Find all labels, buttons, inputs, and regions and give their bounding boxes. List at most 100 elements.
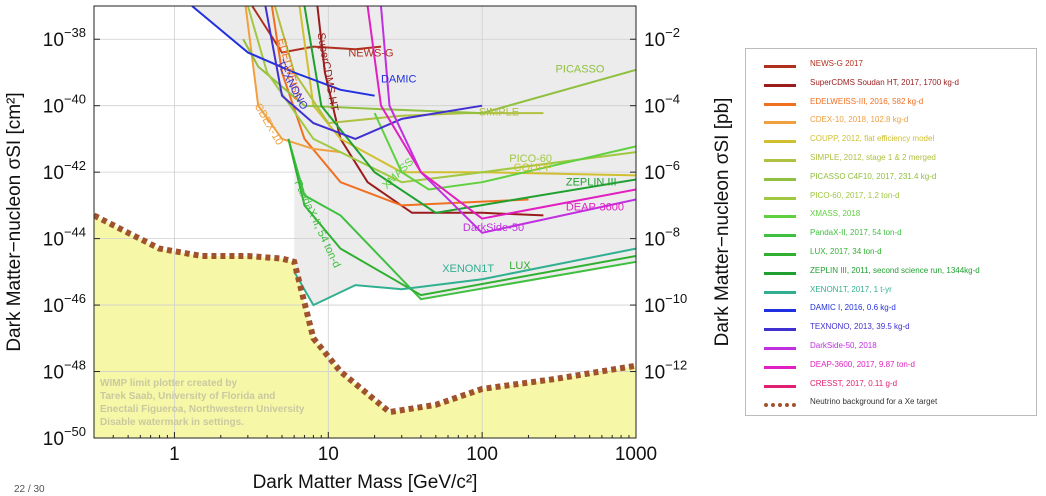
y-axis-title-left: Dark Matter−nucleon σSI [cm²] <box>4 92 25 351</box>
y-tick-label: 10−12 <box>644 358 687 384</box>
legend-label: CDEX-10, 2018, 102.8 kg-d <box>810 115 909 125</box>
series-label-16: DEAP-3600 <box>566 202 624 214</box>
legend-label: PICO-60, 2017, 1.2 ton-d <box>810 190 900 200</box>
y-tick-label: 10−50 <box>43 424 86 450</box>
legend-swatch <box>764 65 796 68</box>
series-line-9 <box>287 138 636 301</box>
legend-item: DAMIC I, 2016, 0.6 kg-d <box>746 301 1036 319</box>
legend-label: PICASSO C4F10, 2017, 231.4 kg-d <box>810 171 937 181</box>
legend-label: PandaX-II, 2017, 54 ton-d <box>810 228 902 238</box>
legend-item: DarkSide-50, 2018 <box>746 339 1036 357</box>
page-number: 22 / 30 <box>14 484 45 495</box>
watermark-line-2: Tarek Saab, University of Florida and <box>100 391 275 402</box>
y-axis-title-right: Dark Matter−nucleon σSI [pb] <box>712 98 733 347</box>
series-line-4 <box>298 6 636 177</box>
series-label-12: XENON1T <box>442 263 494 275</box>
series-line-12 <box>293 247 636 307</box>
legend-item: PICASSO C4F10, 2017, 231.4 kg-d <box>746 170 1036 188</box>
legend-label: SIMPLE, 2012, stage 1 & 2 merged <box>810 153 936 162</box>
legend: NEWS-G 2017 SuperCDMS Soudan HT, 2017, 17… <box>745 48 1037 416</box>
legend-label: EDELWEISS-III, 2016, 582 kg-d <box>810 96 924 106</box>
legend-swatch <box>764 253 796 256</box>
legend-swatch <box>764 365 796 369</box>
y-axis-left: 10−38 10−40 10−42 10−44 10−46 10−48 10−50 <box>43 25 100 450</box>
watermark: WIMP limit plotter created by Tarek Saab… <box>100 378 305 428</box>
y-axis-right: 10−2 10−4 10−6 10−8 10−10 10−12 <box>630 25 687 384</box>
legend-swatch <box>764 347 796 350</box>
y-tick-label: 10−48 <box>43 358 86 384</box>
y-tick-label: 10−2 <box>644 25 680 51</box>
legend-swatch <box>764 177 796 181</box>
legend-item: TEXNONO, 2013, 39.5 kg-d <box>746 320 1036 338</box>
legend-item: CDEX-10, 2018, 102.8 kg-d <box>746 113 1036 131</box>
legend-swatch <box>764 271 796 275</box>
legend-label: COUPP, 2012, flat efficiency model <box>810 134 935 144</box>
series-line-6 <box>242 38 636 115</box>
y-tick-label: 10−40 <box>43 92 86 118</box>
series-line-8 <box>373 112 636 191</box>
x-axis-title: Dark Matter Mass [GeV/c²] <box>253 472 478 493</box>
legend-item: SuperCDMS Soudan HT, 2017, 1700 kg-d <box>746 76 1036 94</box>
series-label-11: ZEPLIN III <box>566 176 617 188</box>
legend-swatch <box>764 102 796 106</box>
series-label-0: NEWS-G <box>348 48 393 60</box>
series-line-10 <box>287 138 636 297</box>
y-tick-label: 10−6 <box>644 158 680 184</box>
x-axis: 1 10 100 1000 <box>93 432 657 465</box>
series-label-7: PICO-60 <box>509 153 552 165</box>
series-label-5: SIMPLE <box>479 107 519 119</box>
legend-item: EDELWEISS-III, 2016, 582 kg-d <box>746 95 1036 113</box>
y-tick-label: 10−4 <box>644 92 680 118</box>
series-label-4: COUPP <box>514 162 553 174</box>
legend-swatch <box>764 309 796 313</box>
legend-item: ZEPLIN III, 2011, second science run, 13… <box>746 264 1036 282</box>
legend-item: Neutrino background for a Xe target <box>746 395 1036 413</box>
legend-label: LUX, 2017, 34 ton-d <box>810 247 882 256</box>
legend-swatch <box>764 215 796 219</box>
x-tick-label: 1 <box>169 444 180 465</box>
series-line-16 <box>366 6 636 220</box>
series-line-11 <box>303 6 636 214</box>
x-tick-label: 1000 <box>615 444 657 465</box>
legend-item: DEAP-3600, 2017, 9.87 ton-d <box>746 358 1036 376</box>
legend-label: XENON1T, 2017, 1 t-yr <box>810 284 892 294</box>
series-line-7 <box>246 6 636 184</box>
legend-item: SIMPLE, 2012, stage 1 & 2 merged <box>746 151 1036 169</box>
legend-swatch <box>764 290 796 294</box>
legend-item: LUX, 2017, 34 ton-d <box>746 245 1036 263</box>
series-label-6: PICASSO <box>556 63 605 75</box>
legend-swatch <box>764 196 796 200</box>
legend-swatch <box>764 159 796 162</box>
legend-item: NEWS-G 2017 <box>746 57 1036 75</box>
legend-label: DEAP-3600, 2017, 9.87 ton-d <box>810 359 915 369</box>
plot-frame <box>93 5 637 439</box>
legend-swatch <box>764 384 796 388</box>
legend-label: SuperCDMS Soudan HT, 2017, 1700 kg-d <box>810 77 959 87</box>
x-tick-label: 100 <box>466 444 498 465</box>
legend-label: DarkSide-50, 2018 <box>810 341 877 350</box>
series-label-15: DarkSide-50 <box>463 222 524 234</box>
legend-item: COUPP, 2012, flat efficiency model <box>746 132 1036 150</box>
y-tick-label: 10−38 <box>43 25 86 51</box>
legend-swatch <box>764 234 796 238</box>
y-tick-label: 10−46 <box>43 291 86 317</box>
legend-item: XMASS, 2018 <box>746 207 1036 225</box>
legend-label: DAMIC I, 2016, 0.6 kg-d <box>810 303 896 313</box>
series-line-14 <box>264 6 483 140</box>
series-label-10: LUX <box>509 260 531 272</box>
y-tick-label: 10−8 <box>644 225 680 251</box>
legend-item: CRESST, 2017, 0.11 g-d <box>746 377 1036 395</box>
series-line-3 <box>244 6 341 154</box>
legend-item: PandaX-II, 2017, 54 ton-d <box>746 226 1036 244</box>
watermark-line-4: Disable watermark in settings. <box>100 417 244 428</box>
legend-label: ZEPLIN III, 2011, second science run, 13… <box>810 265 980 275</box>
legend-label: Neutrino background for a Xe target <box>810 397 938 407</box>
y-tick-label: 10−10 <box>644 291 687 317</box>
legend-item: PICO-60, 2017, 1.2 ton-d <box>746 189 1036 207</box>
legend-label: XMASS, 2018 <box>810 209 861 219</box>
legend-swatch <box>764 140 796 144</box>
series-line-13 <box>191 6 375 97</box>
legend-label: TEXNONO, 2013, 39.5 kg-d <box>810 322 910 332</box>
legend-swatch <box>764 403 796 408</box>
